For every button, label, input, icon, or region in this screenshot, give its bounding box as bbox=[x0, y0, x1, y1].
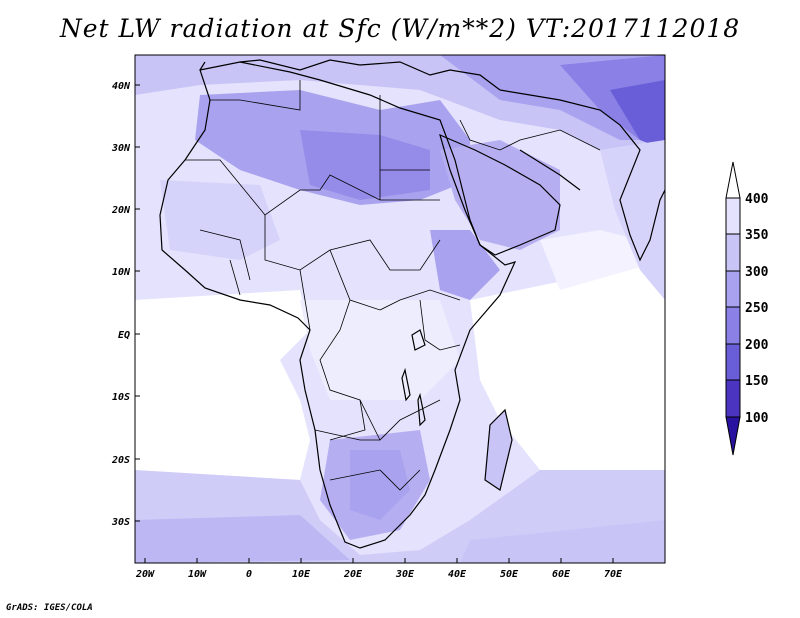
lon-label-10e: 10E bbox=[292, 569, 311, 580]
colorbar-swatch-5 bbox=[725, 343, 741, 381]
colorbar-label-200: 200 bbox=[745, 338, 769, 353]
colorbar-label-150: 150 bbox=[745, 374, 769, 389]
colorbar-label-250: 250 bbox=[745, 301, 769, 316]
colorbar-swatch-1 bbox=[725, 197, 741, 235]
colorbar-label-100: 100 bbox=[745, 411, 769, 426]
lat-label-20n: 20N bbox=[111, 205, 131, 216]
lon-label-30e: 30E bbox=[395, 569, 415, 580]
lon-label-20e: 20E bbox=[343, 569, 363, 580]
lat-label-30s: 30S bbox=[111, 517, 130, 528]
lat-axis bbox=[135, 84, 140, 522]
colorbar-swatch-6 bbox=[725, 379, 741, 418]
coastlines bbox=[159, 59, 665, 549]
colorbar-swatch-3 bbox=[725, 270, 741, 308]
lat-label-eq: EQ bbox=[118, 330, 130, 341]
lon-label-0: 0 bbox=[246, 569, 252, 580]
colorbar-top-triangle bbox=[725, 161, 741, 199]
lon-label-40e: 40E bbox=[448, 569, 467, 580]
colorbar-label-300: 300 bbox=[745, 265, 769, 280]
lon-axis bbox=[144, 558, 614, 563]
lat-label-10n: 10N bbox=[112, 267, 131, 278]
lon-label-60e: 60E bbox=[552, 569, 571, 580]
grads-credit: GrADS: IGES/COLA bbox=[6, 603, 93, 613]
colorbar-label-350: 350 bbox=[745, 228, 769, 243]
lon-label-10w: 10W bbox=[188, 569, 207, 580]
lat-label-40n: 40N bbox=[112, 81, 131, 92]
colorbar-bottom-triangle bbox=[725, 416, 741, 456]
lat-label-30n: 30N bbox=[111, 143, 131, 154]
lon-label-70e: 70E bbox=[604, 569, 623, 580]
map-frame bbox=[134, 54, 666, 564]
lon-label-20w: 20W bbox=[135, 569, 155, 580]
colorbar-label-400: 400 bbox=[745, 192, 769, 207]
colorbar bbox=[725, 161, 741, 456]
borders bbox=[185, 80, 601, 491]
colorbar-swatch-4 bbox=[725, 306, 741, 345]
lat-label-10s: 10S bbox=[112, 392, 130, 403]
lon-label-50e: 50E bbox=[500, 569, 519, 580]
lat-label-20s: 20S bbox=[111, 455, 130, 466]
colorbar-swatch-2 bbox=[725, 233, 741, 272]
radiation-field bbox=[135, 55, 665, 563]
map-title: Net LW radiation at Sfc (W/m**2) VT:2017… bbox=[59, 14, 741, 43]
